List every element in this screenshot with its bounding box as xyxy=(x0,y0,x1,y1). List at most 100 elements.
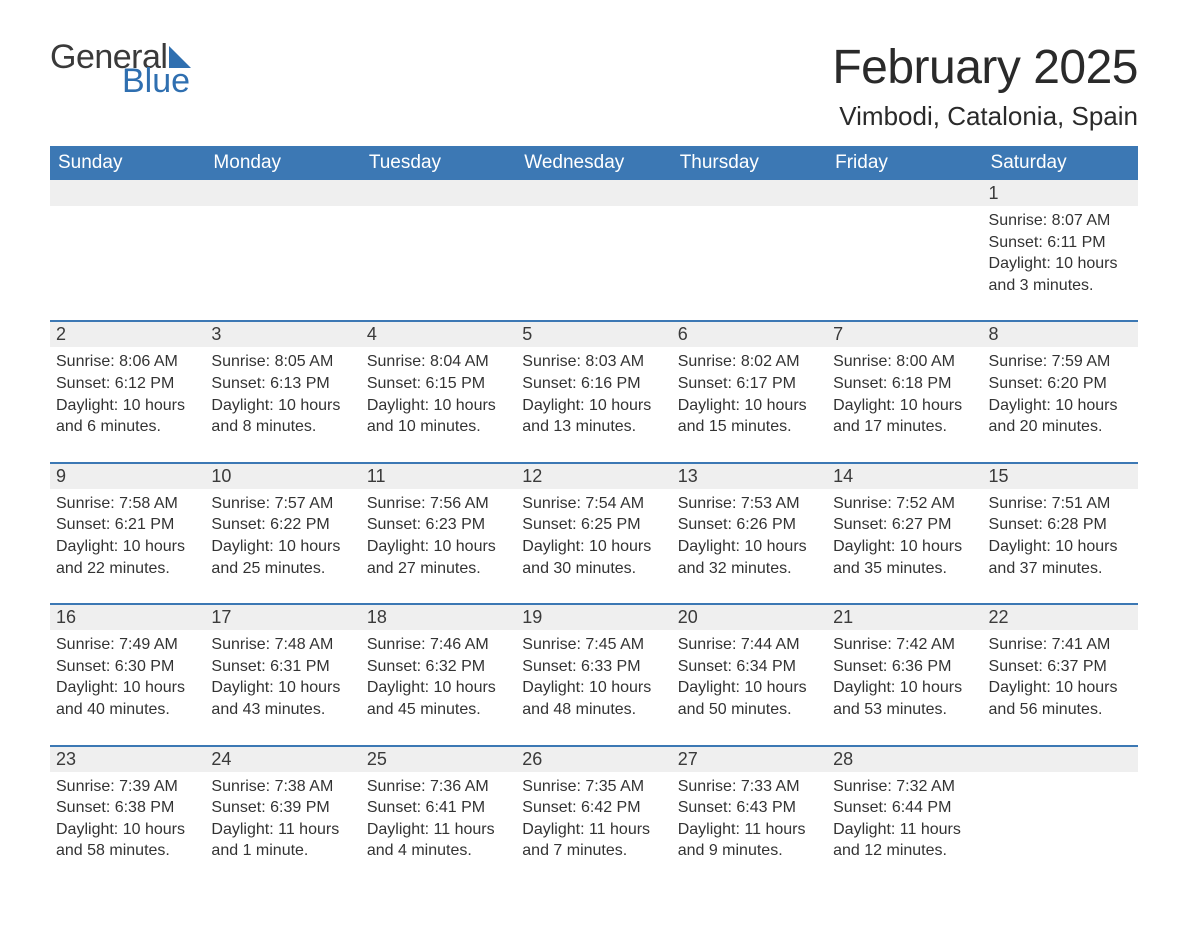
day-number-cell: 8 xyxy=(983,321,1138,347)
sunrise-text: Sunrise: 8:03 AM xyxy=(522,351,665,373)
sunrise-text: Sunrise: 8:00 AM xyxy=(833,351,976,373)
day-number-cell: 1 xyxy=(983,180,1138,206)
day-content-cell: Sunrise: 7:54 AMSunset: 6:25 PMDaylight:… xyxy=(516,489,671,604)
daylight-text: Daylight: 10 hours and 15 minutes. xyxy=(678,395,821,438)
sunrise-text: Sunrise: 7:51 AM xyxy=(989,493,1132,515)
daylight-text: Daylight: 11 hours and 1 minute. xyxy=(211,819,354,862)
day-content-cell xyxy=(205,206,360,321)
daylight-text: Daylight: 10 hours and 58 minutes. xyxy=(56,819,199,862)
daylight-text: Daylight: 10 hours and 3 minutes. xyxy=(989,253,1132,296)
daylight-text: Daylight: 10 hours and 8 minutes. xyxy=(211,395,354,438)
sunrise-text: Sunrise: 7:56 AM xyxy=(367,493,510,515)
day-number-cell xyxy=(205,180,360,206)
day-number-cell: 26 xyxy=(516,746,671,772)
day-content-cell: Sunrise: 7:36 AMSunset: 6:41 PMDaylight:… xyxy=(361,772,516,886)
sunrise-text: Sunrise: 8:07 AM xyxy=(989,210,1132,232)
sunrise-text: Sunrise: 7:35 AM xyxy=(522,776,665,798)
daylight-text: Daylight: 10 hours and 37 minutes. xyxy=(989,536,1132,579)
day-number: 15 xyxy=(989,466,1009,486)
day-number: 19 xyxy=(522,607,542,627)
day-number-cell xyxy=(672,180,827,206)
daylight-text: Daylight: 10 hours and 43 minutes. xyxy=(211,677,354,720)
sunrise-text: Sunrise: 7:33 AM xyxy=(678,776,821,798)
day-number: 2 xyxy=(56,324,66,344)
week-content-row: Sunrise: 8:06 AMSunset: 6:12 PMDaylight:… xyxy=(50,347,1138,462)
sunset-text: Sunset: 6:21 PM xyxy=(56,514,199,536)
day-content-cell: Sunrise: 8:03 AMSunset: 6:16 PMDaylight:… xyxy=(516,347,671,462)
sunrise-text: Sunrise: 7:58 AM xyxy=(56,493,199,515)
col-friday: Friday xyxy=(827,146,982,180)
day-number: 28 xyxy=(833,749,853,769)
day-number-cell: 9 xyxy=(50,463,205,489)
week-content-row: Sunrise: 8:07 AMSunset: 6:11 PMDaylight:… xyxy=(50,206,1138,321)
sunrise-text: Sunrise: 8:06 AM xyxy=(56,351,199,373)
calendar-table: Sunday Monday Tuesday Wednesday Thursday… xyxy=(50,146,1138,886)
sunset-text: Sunset: 6:16 PM xyxy=(522,373,665,395)
day-number-cell: 3 xyxy=(205,321,360,347)
daylight-text: Daylight: 10 hours and 56 minutes. xyxy=(989,677,1132,720)
day-content-cell: Sunrise: 8:05 AMSunset: 6:13 PMDaylight:… xyxy=(205,347,360,462)
day-number: 23 xyxy=(56,749,76,769)
col-sunday: Sunday xyxy=(50,146,205,180)
day-content-cell: Sunrise: 7:53 AMSunset: 6:26 PMDaylight:… xyxy=(672,489,827,604)
day-number: 27 xyxy=(678,749,698,769)
day-content-cell: Sunrise: 7:38 AMSunset: 6:39 PMDaylight:… xyxy=(205,772,360,886)
day-content-cell: Sunrise: 7:42 AMSunset: 6:36 PMDaylight:… xyxy=(827,630,982,745)
day-content-cell: Sunrise: 7:57 AMSunset: 6:22 PMDaylight:… xyxy=(205,489,360,604)
day-number-cell: 25 xyxy=(361,746,516,772)
sunset-text: Sunset: 6:25 PM xyxy=(522,514,665,536)
day-content-cell: Sunrise: 7:33 AMSunset: 6:43 PMDaylight:… xyxy=(672,772,827,886)
col-saturday: Saturday xyxy=(983,146,1138,180)
daylight-text: Daylight: 11 hours and 7 minutes. xyxy=(522,819,665,862)
day-number-cell: 4 xyxy=(361,321,516,347)
day-content-cell: Sunrise: 7:52 AMSunset: 6:27 PMDaylight:… xyxy=(827,489,982,604)
sunset-text: Sunset: 6:22 PM xyxy=(211,514,354,536)
daylight-text: Daylight: 10 hours and 53 minutes. xyxy=(833,677,976,720)
day-number-cell: 15 xyxy=(983,463,1138,489)
daylight-text: Daylight: 10 hours and 17 minutes. xyxy=(833,395,976,438)
day-number-cell: 27 xyxy=(672,746,827,772)
day-content-cell: Sunrise: 7:45 AMSunset: 6:33 PMDaylight:… xyxy=(516,630,671,745)
day-number-cell xyxy=(983,746,1138,772)
day-content-cell: Sunrise: 7:46 AMSunset: 6:32 PMDaylight:… xyxy=(361,630,516,745)
sunrise-text: Sunrise: 7:57 AM xyxy=(211,493,354,515)
sunset-text: Sunset: 6:13 PM xyxy=(211,373,354,395)
day-content-cell xyxy=(672,206,827,321)
day-number-cell: 19 xyxy=(516,604,671,630)
day-number-cell: 23 xyxy=(50,746,205,772)
page-subtitle: Vimbodi, Catalonia, Spain xyxy=(832,101,1138,132)
day-number-cell: 12 xyxy=(516,463,671,489)
day-number: 6 xyxy=(678,324,688,344)
day-number: 17 xyxy=(211,607,231,627)
daylight-text: Daylight: 10 hours and 35 minutes. xyxy=(833,536,976,579)
day-content-cell: Sunrise: 7:35 AMSunset: 6:42 PMDaylight:… xyxy=(516,772,671,886)
day-number: 21 xyxy=(833,607,853,627)
sunset-text: Sunset: 6:36 PM xyxy=(833,656,976,678)
day-number: 3 xyxy=(211,324,221,344)
sunset-text: Sunset: 6:34 PM xyxy=(678,656,821,678)
day-content-cell: Sunrise: 7:39 AMSunset: 6:38 PMDaylight:… xyxy=(50,772,205,886)
week-daynum-row: 2345678 xyxy=(50,321,1138,347)
sunset-text: Sunset: 6:33 PM xyxy=(522,656,665,678)
day-content-cell: Sunrise: 7:48 AMSunset: 6:31 PMDaylight:… xyxy=(205,630,360,745)
day-content-cell: Sunrise: 7:56 AMSunset: 6:23 PMDaylight:… xyxy=(361,489,516,604)
day-number: 10 xyxy=(211,466,231,486)
sunset-text: Sunset: 6:37 PM xyxy=(989,656,1132,678)
sunset-text: Sunset: 6:12 PM xyxy=(56,373,199,395)
sunset-text: Sunset: 6:38 PM xyxy=(56,797,199,819)
day-number-cell: 11 xyxy=(361,463,516,489)
col-monday: Monday xyxy=(205,146,360,180)
day-number: 14 xyxy=(833,466,853,486)
title-block: February 2025 Vimbodi, Catalonia, Spain xyxy=(832,40,1138,132)
day-number-cell: 22 xyxy=(983,604,1138,630)
day-number-cell: 14 xyxy=(827,463,982,489)
col-thursday: Thursday xyxy=(672,146,827,180)
day-number: 26 xyxy=(522,749,542,769)
daylight-text: Daylight: 10 hours and 22 minutes. xyxy=(56,536,199,579)
sunrise-text: Sunrise: 7:38 AM xyxy=(211,776,354,798)
daylight-text: Daylight: 10 hours and 6 minutes. xyxy=(56,395,199,438)
day-number-cell: 28 xyxy=(827,746,982,772)
week-daynum-row: 16171819202122 xyxy=(50,604,1138,630)
day-number-cell: 16 xyxy=(50,604,205,630)
daylight-text: Daylight: 10 hours and 45 minutes. xyxy=(367,677,510,720)
